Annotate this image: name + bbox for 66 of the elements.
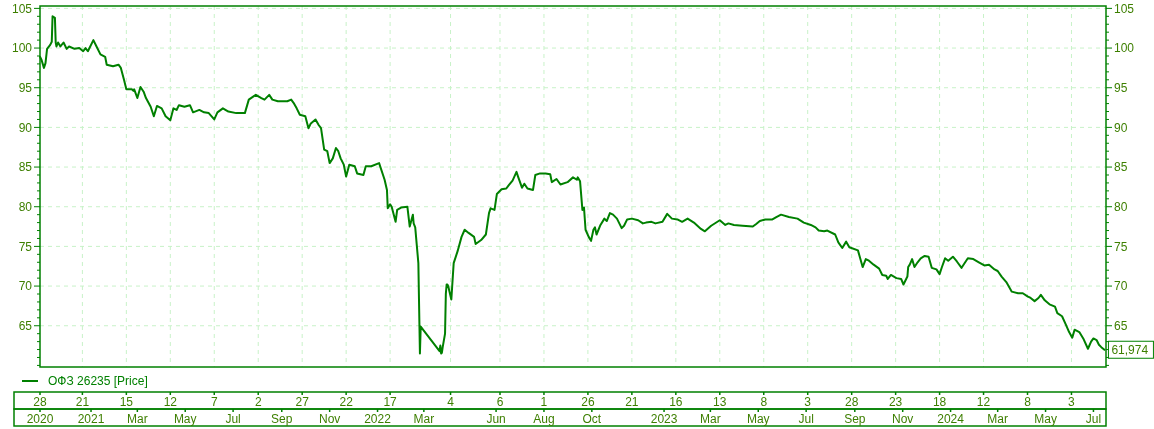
x-tick-label: 21	[75, 395, 90, 409]
y-tick-label: 90	[18, 120, 33, 135]
y2-tick-label: 100	[1114, 41, 1135, 56]
y2-tick-label: 65	[1114, 318, 1128, 333]
x2-tick-label: 2022	[364, 412, 392, 426]
y-tick-label: 65	[18, 318, 33, 333]
x-tick-label: 12	[976, 395, 991, 409]
y-tick-label: 75	[18, 239, 33, 254]
x-tick-label: 27	[295, 395, 310, 409]
x2-tick-label: 2021	[77, 412, 105, 426]
x2-tick-label: Jul	[1085, 412, 1102, 426]
x2-tick-label: May	[173, 412, 197, 426]
x2-tick-label: Jul	[798, 412, 814, 426]
x2-tick-label: Mar	[413, 412, 435, 426]
x-tick-label: 12	[163, 395, 178, 409]
x2-tick-label: May	[746, 412, 770, 426]
y-tick-label: 95	[18, 80, 33, 95]
y-tick-label: 70	[18, 279, 33, 294]
x-tick-label: 15	[119, 395, 134, 409]
x2-tick-label: May	[1034, 412, 1057, 426]
y-tick-label: 85	[18, 160, 33, 175]
x-tick-label: 3	[804, 395, 812, 409]
x2-tick-label: Aug	[533, 412, 555, 426]
x2-tick-label: 2023	[650, 412, 678, 426]
annotation: 61,974	[1111, 342, 1149, 357]
x2-tick-label: Sep	[271, 412, 293, 426]
x2-tick-label: Oct	[582, 412, 602, 426]
x-tick-label: 22	[339, 395, 354, 409]
x-tick-label: 13	[713, 395, 727, 409]
x2-tick-label: Nov	[892, 412, 914, 426]
x2-tick-label: Jun	[486, 412, 506, 426]
x2-tick-label: Mar	[987, 412, 1009, 426]
y2-tick-label: 85	[1114, 160, 1128, 175]
x-tick-label: 3	[1068, 395, 1076, 409]
x-tick-label: 18	[932, 395, 947, 409]
x-tick-label: 17	[383, 395, 398, 409]
y2-tick-label: 75	[1114, 239, 1128, 254]
x-tick-label: 7	[210, 395, 218, 409]
x-tick-label: 8	[1024, 395, 1032, 409]
y2-tick-label: 90	[1114, 120, 1128, 135]
x2-tick-label: Nov	[318, 412, 341, 426]
x2-tick-label: Mar	[127, 412, 148, 426]
x2-tick-label: 2024	[937, 412, 965, 426]
y2-tick-label: 80	[1114, 199, 1128, 214]
x-tick-label: 4	[447, 395, 455, 409]
x-tick-label: 21	[625, 395, 639, 409]
y2-tick-label: 95	[1114, 80, 1128, 95]
x-tick-label: 2	[254, 395, 262, 409]
x-tick-label: 23	[888, 395, 903, 409]
x-tick-label: 16	[669, 395, 683, 409]
legend-label: ОФЗ 26235 [Price]	[48, 374, 148, 389]
x-tick-label: 6	[496, 395, 504, 409]
x2-tick-label: Jul	[225, 412, 241, 426]
x-tick-label: 1	[540, 395, 548, 409]
y-tick-label: 100	[11, 41, 33, 56]
y-tick-label: 80	[18, 199, 33, 214]
x2-tick-label: 2020	[26, 412, 54, 426]
x-tick-label: 8	[760, 395, 768, 409]
x-tick-label: 28	[844, 395, 859, 409]
y2-tick-label: 105	[1114, 1, 1135, 16]
y2-tick-label: 70	[1114, 279, 1128, 294]
x2-tick-label: Sep	[844, 412, 866, 426]
x2-tick-label: Mar	[700, 412, 721, 426]
x-tick-label: 28	[33, 395, 47, 409]
x-tick-label: 26	[581, 395, 595, 409]
y-tick-label: 105	[11, 1, 33, 16]
